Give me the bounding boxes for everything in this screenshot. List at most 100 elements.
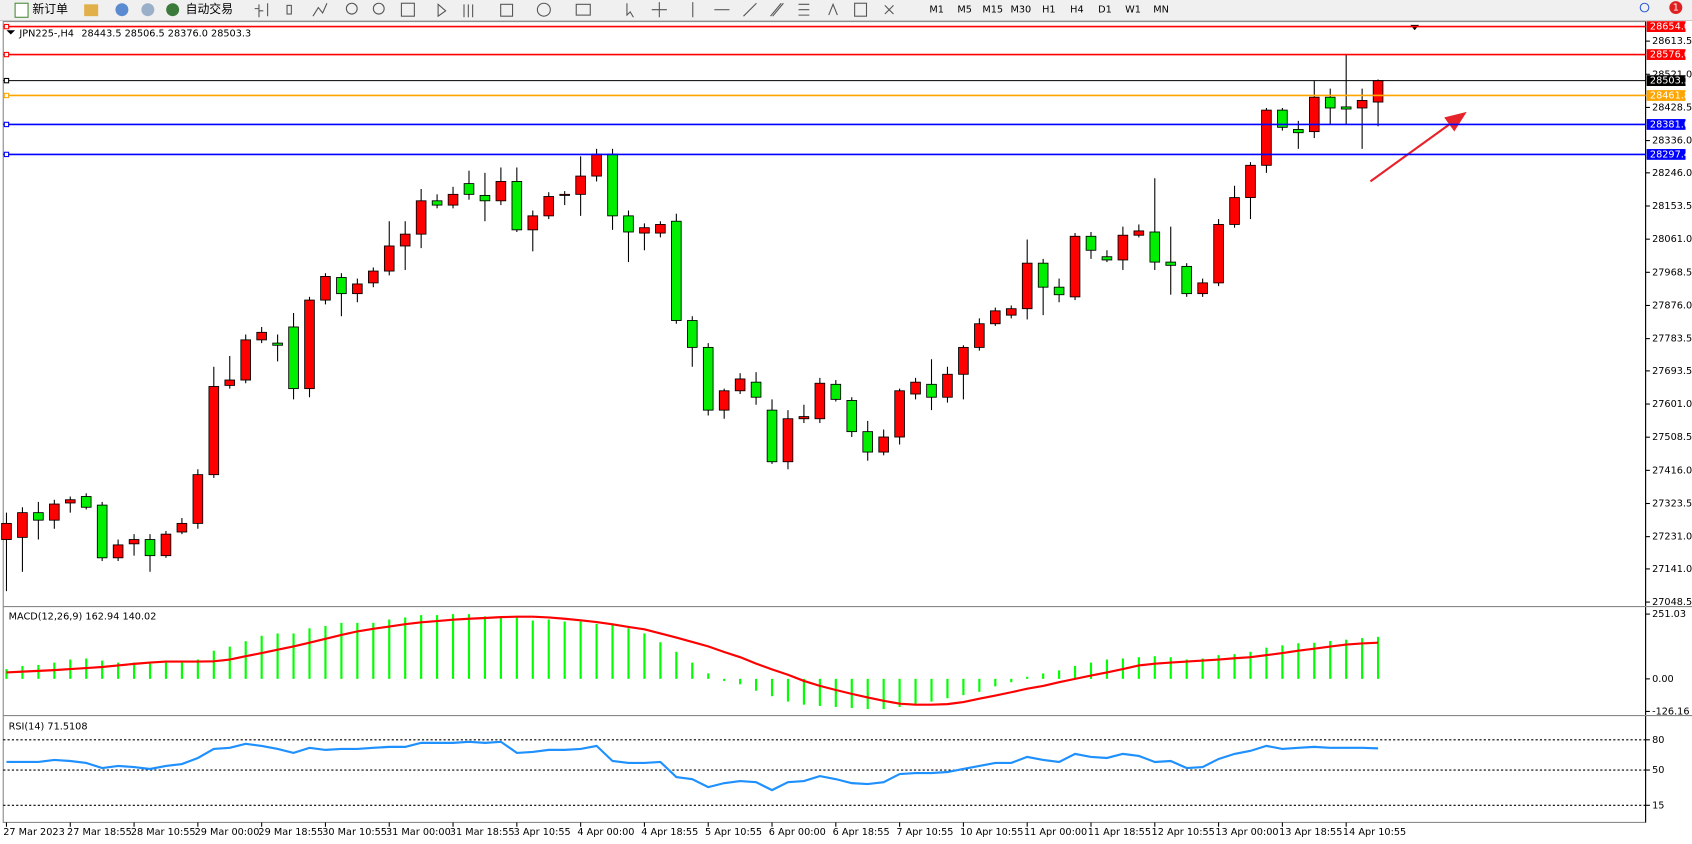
timeframe-button[interactable]: H4: [1070, 5, 1083, 16]
chart-area: [2, 21, 1647, 823]
candle-body: [415, 200, 427, 235]
y-tick-label: 28153.5: [1652, 201, 1692, 212]
macd-readout: 162.94: [85, 611, 119, 622]
candle-body: [1117, 234, 1129, 261]
ohlc-high: 28506.5: [125, 28, 165, 39]
candle-body: [559, 193, 570, 196]
candle-body: [990, 310, 1001, 325]
tool-icons[interactable]: [254, 2, 894, 18]
zoom-out-icon[interactable]: [372, 2, 385, 15]
toolbar-icon[interactable]: [141, 3, 155, 17]
x-tick-label: 28 Mar 10:55: [131, 827, 196, 838]
x-tick-label: 11 Apr 00:00: [1024, 827, 1087, 838]
new-order-icon[interactable]: [14, 2, 29, 18]
timeframe-button[interactable]: M15: [982, 5, 1003, 16]
x-tick-label: 27 Mar 18:55: [67, 827, 132, 838]
candle-body: [639, 227, 650, 234]
candle-body: [176, 522, 188, 533]
auto-trading-icon[interactable]: [166, 3, 180, 17]
cursor-icon[interactable]: [626, 3, 634, 18]
candle-body: [511, 181, 523, 231]
timeframe-button[interactable]: M30: [1010, 5, 1031, 16]
zoom-in-icon[interactable]: [345, 2, 358, 15]
shapes-icon[interactable]: [884, 5, 894, 15]
search-icon[interactable]: [1639, 2, 1650, 13]
candle-body: [1181, 265, 1192, 295]
new-order-button[interactable]: 新订单: [32, 2, 68, 16]
candle-body: [671, 220, 682, 321]
crosshair-icon[interactable]: [651, 2, 667, 18]
timeframe-button[interactable]: D1: [1098, 5, 1112, 16]
timeframe-button[interactable]: M5: [957, 5, 972, 16]
text-icon[interactable]: [828, 2, 838, 16]
level-handle: [3, 121, 10, 128]
y-tick-label: 28428.5: [1652, 102, 1692, 113]
x-tick-label: 29 Mar 18:55: [258, 827, 323, 838]
price-tag: [1646, 119, 1686, 130]
candle-body: [224, 379, 236, 386]
notification-badge[interactable]: [1669, 1, 1683, 15]
fibo-icon[interactable]: [798, 3, 810, 16]
x-tick-label: 7 Apr 10:55: [896, 827, 953, 838]
price-tag: [1646, 149, 1686, 160]
candle-body: [144, 539, 156, 557]
level-handle: [3, 92, 10, 99]
timeframe-button[interactable]: H1: [1042, 5, 1055, 16]
candle-body: [160, 533, 172, 557]
candle-body: [926, 383, 937, 398]
y-tick-label: 27323.5: [1652, 499, 1692, 510]
candle-body: [399, 233, 411, 247]
x-tick-label: 11 Apr 18:55: [1088, 827, 1151, 838]
tool-icon[interactable]: [312, 3, 328, 17]
candle-body: [750, 381, 762, 398]
candle-body: [1, 522, 12, 540]
level-handle: [3, 77, 10, 84]
tool-icon[interactable]: [536, 2, 551, 17]
x-tick-label: 4 Apr 18:55: [641, 827, 698, 838]
y-tick-label: 27048.5: [1652, 597, 1692, 608]
candle-body: [766, 409, 778, 463]
auto-trading-button[interactable]: 自动交易: [186, 2, 233, 16]
channel-icon[interactable]: [770, 2, 784, 17]
tool-icon[interactable]: [254, 3, 269, 18]
label-icon[interactable]: [854, 2, 868, 17]
y-tick-label: 251.03: [1652, 609, 1686, 620]
candle-body: [320, 276, 331, 301]
candle-body: [591, 153, 602, 177]
toolbar-bg: [0, 0, 1692, 21]
tool-icon[interactable]: [437, 3, 447, 18]
candle-body: [112, 544, 124, 559]
symbol-menu-icon[interactable]: [6, 30, 16, 35]
tool-icon[interactable]: [463, 4, 474, 18]
candle-body: [686, 320, 698, 348]
x-tick-label: 31 Mar 00:00: [386, 827, 451, 838]
tool-icon[interactable]: [575, 3, 591, 16]
timeframe-button[interactable]: M1: [929, 5, 944, 16]
candle-body: [798, 416, 810, 420]
tool-icon[interactable]: [500, 3, 514, 17]
y-tick-label: 27231.0: [1652, 532, 1692, 543]
price-tag: [1646, 90, 1686, 101]
timeframe-button[interactable]: MN: [1153, 5, 1169, 16]
y-tick-label: 27601.0: [1652, 399, 1692, 410]
candle-body: [383, 245, 395, 272]
candle-body: [1229, 197, 1240, 225]
timeframe-button[interactable]: W1: [1125, 5, 1141, 16]
trendline-icon[interactable]: [743, 2, 757, 17]
chart-header: JPN225-,H4 28443.5 28506.5 28376.0 28503…: [18, 28, 251, 39]
candle-body: [1005, 308, 1017, 316]
candle-body: [463, 183, 475, 195]
candle-body: [1197, 282, 1208, 295]
candle-body: [240, 339, 251, 381]
price-tag-label: 28461.8: [1650, 90, 1690, 101]
toolbar: 新订单 自动交易 M1 M5 M1: [0, 0, 1692, 22]
candle-body: [862, 431, 873, 453]
toolbar-icon[interactable]: [115, 3, 129, 17]
tool-icon[interactable]: [400, 2, 415, 17]
tool-icon[interactable]: [286, 4, 292, 15]
y-tick-label: 27508.5: [1652, 432, 1692, 443]
signal-readout: 140.02: [122, 611, 156, 622]
rsi-header: RSI(14) 71.5108: [9, 721, 88, 732]
toolbar-icon[interactable]: [84, 4, 99, 17]
level-handle: [3, 23, 10, 30]
